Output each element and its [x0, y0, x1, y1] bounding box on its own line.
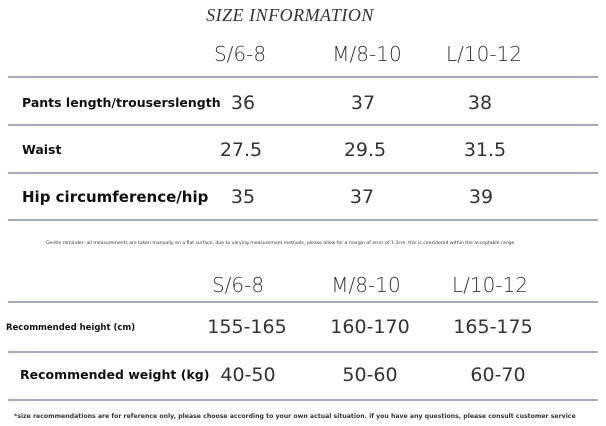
cell: 37 — [349, 186, 375, 208]
reminder: Gentle reminder: all measurements are ta… — [46, 241, 515, 246]
cell: 31.5 — [463, 139, 507, 161]
divider — [8, 172, 598, 174]
cell: 36 — [230, 92, 256, 114]
cell: 29.5 — [343, 139, 387, 161]
cell: 39 — [468, 186, 494, 208]
recommend-header: S/6-8 — [211, 273, 265, 297]
size-header: M/8-10 — [332, 42, 402, 66]
cell: 50-60 — [342, 364, 398, 386]
cell: 27.5 — [219, 139, 263, 161]
divider — [8, 76, 598, 78]
divider — [8, 301, 598, 303]
divider — [8, 124, 598, 126]
size-header: L/10-12 — [446, 42, 522, 66]
cell: 160-170 — [330, 316, 410, 338]
cell: 37 — [350, 92, 376, 114]
recommend-header: L/10-12 — [452, 273, 528, 297]
cell: 60-70 — [470, 364, 526, 386]
row-label: Recommended height (cm) — [6, 323, 136, 333]
divider — [8, 219, 598, 221]
cell: 38 — [467, 92, 493, 114]
cell: 35 — [230, 186, 256, 208]
cell: 155-165 — [207, 316, 287, 338]
divider — [8, 399, 598, 401]
recommend-header: M/8-10 — [331, 273, 401, 297]
row-label: Pants length/trouserslength — [22, 95, 221, 110]
row-label: Recommended weight (kg) — [20, 367, 210, 382]
cell: 40-50 — [220, 364, 276, 386]
footnote: *size recommendations are for reference … — [14, 413, 576, 420]
divider — [8, 351, 598, 353]
row-label: Hip circumference/hip — [22, 188, 209, 206]
row-label: Waist — [22, 142, 62, 157]
size-header: S/6-8 — [213, 42, 267, 66]
cell: 165-175 — [453, 316, 533, 338]
title: SIZE INFORMATION — [206, 5, 374, 25]
